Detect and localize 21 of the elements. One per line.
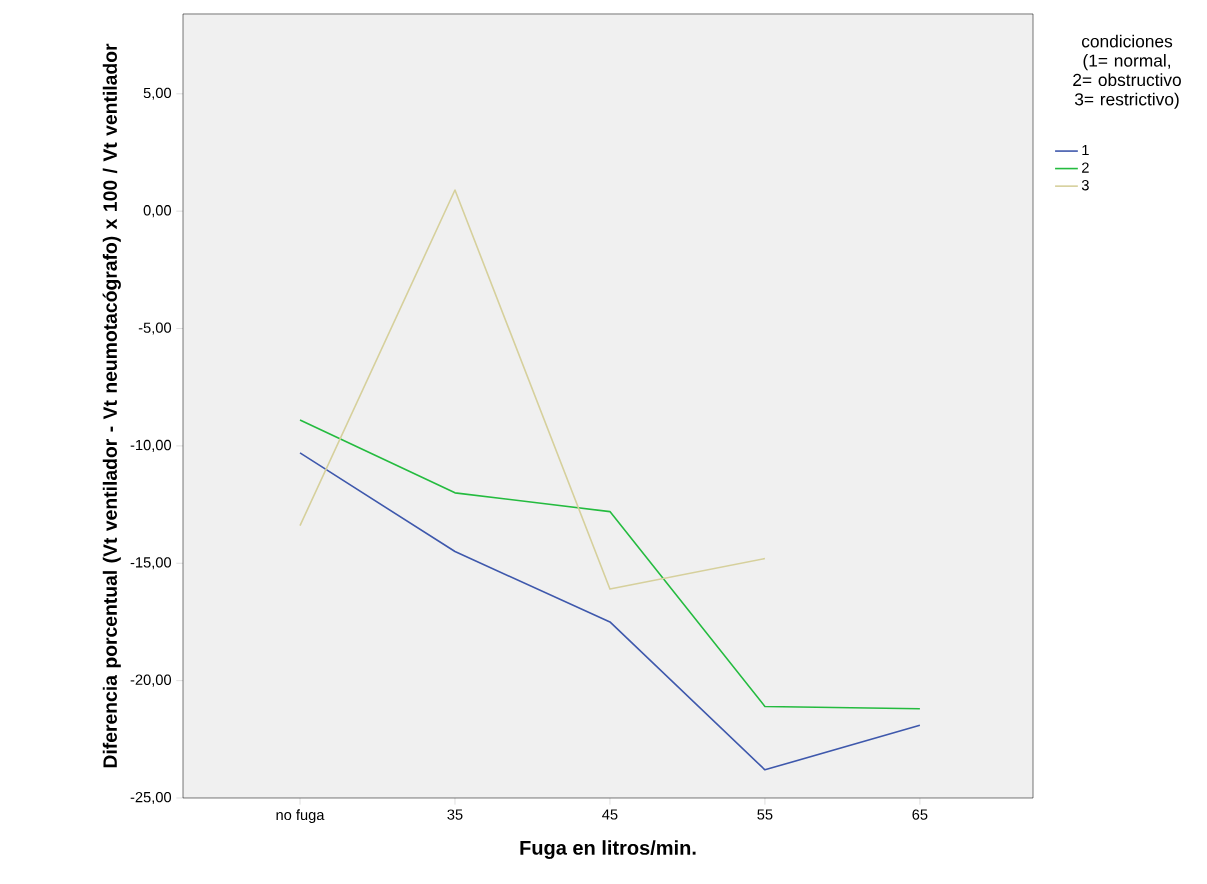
x-tick-label: 65	[912, 809, 928, 820]
y-tick-label: -15,00	[130, 557, 172, 570]
legend-label: 2	[1082, 162, 1089, 173]
line-series	[299, 419, 921, 710]
x-tick-label: 55	[757, 809, 773, 820]
line-series	[299, 452, 921, 771]
legend-title: condiciones (1= normal, 2= obstructivo 3= restrictivo)	[1073, 34, 1181, 109]
line-series	[299, 189, 766, 590]
y-tick-label: -5,00	[138, 322, 172, 335]
x-tick-label: 45	[602, 809, 618, 820]
y-tick-label: -20,00	[130, 674, 172, 687]
y-tick-label: -25,00	[130, 791, 172, 805]
x-tick-label: 35	[447, 809, 463, 820]
legend-label: 3	[1081, 180, 1089, 191]
y-axis-title: Diferencia porcentual (Vt ventilador - Vt neumotacógrafo) x 100 / Vt ventilador	[102, 43, 121, 768]
legend-label: 1	[1082, 145, 1089, 156]
x-tick-label: no fuga	[276, 809, 325, 824]
y-tick-label: -10,00	[130, 439, 172, 452]
y-tick-label: 5,00	[143, 87, 172, 100]
x-axis-title: Fuga en litros/min.	[520, 840, 696, 859]
y-tick-label: 0,00	[143, 205, 172, 218]
